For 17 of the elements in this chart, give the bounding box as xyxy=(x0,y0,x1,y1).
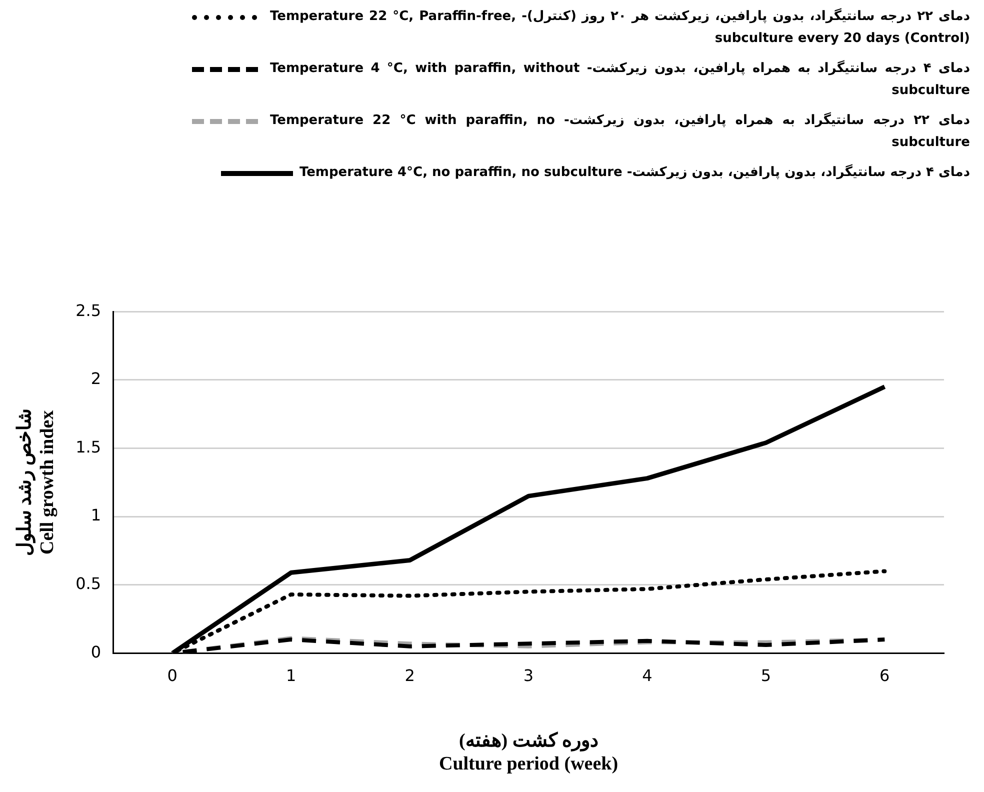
legend-label: دمای ۲۲ درجه سانتیگراد، بدون پارافین، زیرکشت هر ۲۰ روز (کنترل)- Temperature 22 °C, Paraffin-free, subculture every 20 days (Control) xyxy=(270,7,970,48)
x-tick-label: 6 xyxy=(880,666,890,685)
legend-label: دمای ۲۲ درجه سانتیگراد به همراه پارافین، بدون زیرکشت- Temperature 22 °C with paraffin, no subculture xyxy=(270,111,970,152)
y-tick-label: 2 xyxy=(90,369,102,388)
x-tick-label: 3 xyxy=(523,666,534,685)
x-tick-label: 0 xyxy=(167,666,178,685)
y-tick-label: 0 xyxy=(90,642,102,662)
y-tick-label: 2.5 xyxy=(76,300,102,320)
x-tick-label: 1 xyxy=(286,666,296,685)
y-tick-label: 1.5 xyxy=(76,437,102,456)
x-tick-label: 5 xyxy=(760,666,772,685)
legend-label: دمای ۴ درجه سانتیگراد، بدون پارافین، بدون زیرکشت- Temperature 4°C, no paraffin, no subculture xyxy=(299,163,970,182)
y-tick-label: 1 xyxy=(90,506,102,525)
legend-label: دمای ۴ درجه سانتیگراد به همراه پارافین، بدون زیرکشت- Temperature 4 °C, with paraffin, without subculture xyxy=(270,59,970,100)
x-tick-label: 2 xyxy=(404,666,415,685)
y-tick-label: 0.5 xyxy=(76,574,102,594)
x-tick-label: 4 xyxy=(642,666,652,685)
